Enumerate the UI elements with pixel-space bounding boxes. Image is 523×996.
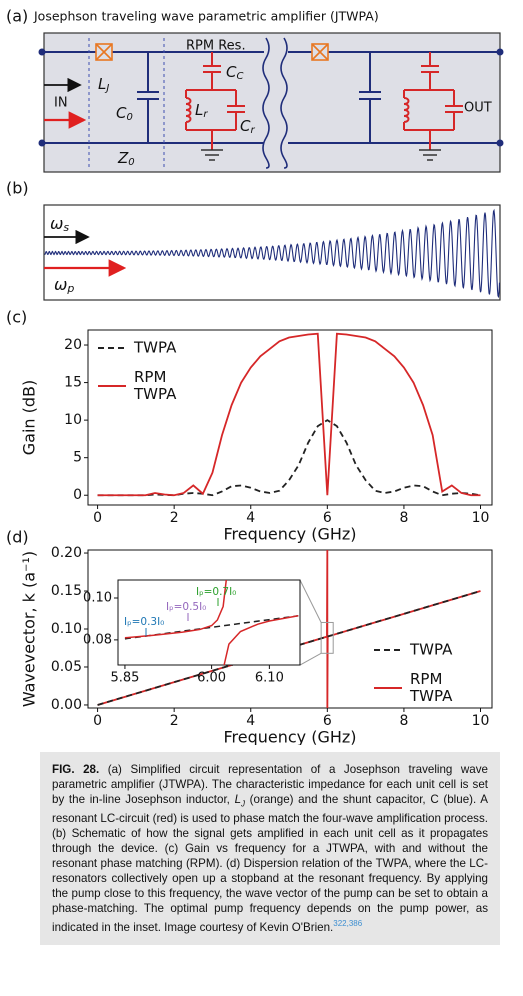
y-tick-label: 10 bbox=[64, 412, 82, 428]
symbol-sub: J bbox=[104, 83, 109, 94]
caption-symbol-sub: J bbox=[241, 799, 246, 809]
y-tick-label: 0.10 bbox=[51, 621, 82, 637]
symbol: C0 bbox=[116, 104, 133, 124]
out-label: OUT bbox=[464, 101, 492, 116]
panel-title: Josephson traveling wave parametric ampl… bbox=[33, 9, 379, 24]
symbol: Lr bbox=[195, 101, 208, 121]
x-tick-label: 10 bbox=[472, 510, 490, 526]
y-tick-label: 0.08 bbox=[83, 632, 112, 647]
y-tick-label: 15 bbox=[64, 375, 82, 391]
caption-symbol: L bbox=[234, 793, 242, 806]
symbol-main: C bbox=[226, 63, 237, 81]
y-axis-label: Gain (dB) bbox=[20, 380, 39, 456]
legend-label: TWPA bbox=[134, 338, 177, 357]
x-tick-label: 6.00 bbox=[197, 671, 226, 686]
caption-text: (orange) and the shunt capacitor, C (blu… bbox=[52, 793, 488, 935]
legend-label: TWPA bbox=[410, 640, 453, 659]
panel-label: (b) bbox=[6, 179, 29, 198]
data-line bbox=[97, 332, 481, 497]
wave bbox=[44, 208, 501, 299]
symbol-main: L bbox=[195, 101, 203, 119]
symbol-main: C bbox=[240, 117, 251, 135]
x-axis-label: Frequency (GHz) bbox=[223, 525, 356, 544]
y-tick-label: 0.10 bbox=[83, 591, 112, 606]
y-tick-label: 0.00 bbox=[51, 697, 82, 713]
symbol-sub: C bbox=[236, 71, 243, 82]
caption-text: (a) Simplified circuit representation of… bbox=[52, 763, 488, 806]
symbol-sub: 0 bbox=[128, 157, 134, 168]
panel-label: (a) bbox=[6, 7, 28, 26]
symbol-sub: s bbox=[63, 221, 69, 234]
x-tick-label: 8 bbox=[399, 510, 408, 526]
data-line bbox=[97, 590, 481, 706]
data-line bbox=[223, 615, 299, 665]
symbol-sub: r bbox=[203, 109, 208, 120]
y-tick-label: 0.15 bbox=[51, 583, 82, 599]
symbol-main: ω bbox=[50, 214, 63, 233]
zoom-connector bbox=[299, 652, 322, 666]
x-tick-label: 6 bbox=[323, 510, 332, 526]
y-tick-label: 0 bbox=[73, 487, 82, 503]
symbol: ωp bbox=[54, 275, 74, 296]
inset-plot-area bbox=[124, 580, 299, 665]
x-tick-label: 5.85 bbox=[110, 671, 139, 686]
y-axis-label: Wavevector, k (a⁻¹) bbox=[20, 551, 39, 707]
data-line bbox=[124, 580, 228, 639]
symbol: CC bbox=[226, 63, 243, 83]
caption-label: FIG. 28. bbox=[52, 763, 100, 776]
legend-label: RPM TWPA bbox=[410, 670, 453, 705]
circuit bbox=[38, 32, 504, 173]
data-line bbox=[124, 615, 299, 640]
symbol-sub: r bbox=[250, 125, 255, 136]
caption: FIG. 28. (a) Simplified circuit represen… bbox=[40, 752, 500, 946]
rpm-label: RPM Res. bbox=[186, 39, 246, 54]
symbol-sub: 0 bbox=[126, 112, 132, 123]
caption-refs: 322,386 bbox=[333, 919, 363, 929]
figure: (a) Josephson traveling wave parametric … bbox=[6, 7, 504, 746]
inset-annotation: Iₚ=0.5I₀ bbox=[166, 601, 206, 613]
x-tick-label: 6 bbox=[323, 713, 332, 729]
x-tick-label: 2 bbox=[170, 510, 179, 526]
in-label: IN bbox=[54, 96, 68, 111]
plot-area bbox=[97, 332, 481, 497]
x-tick-label: 4 bbox=[246, 713, 255, 729]
x-tick-label: 2 bbox=[170, 713, 179, 729]
x-tick-label: 0 bbox=[93, 510, 102, 526]
y-tick-label: 0.05 bbox=[51, 659, 82, 675]
x-tick-label: 10 bbox=[472, 713, 490, 729]
x-tick-label: 6.10 bbox=[255, 671, 284, 686]
plot-frame bbox=[117, 579, 301, 666]
symbol-main: Z bbox=[117, 149, 129, 167]
y-tick-label: 20 bbox=[64, 337, 82, 353]
symbol-main: ω bbox=[54, 275, 67, 294]
panel-label: (c) bbox=[6, 308, 27, 327]
x-tick-label: 8 bbox=[399, 713, 408, 729]
symbol-sub: p bbox=[66, 282, 74, 295]
y-tick-label: 5 bbox=[73, 450, 82, 466]
x-tick-label: 4 bbox=[246, 510, 255, 526]
symbol: Z0 bbox=[117, 149, 135, 169]
legend-label: RPM TWPA bbox=[134, 368, 177, 403]
symbol: LJ bbox=[98, 75, 109, 95]
x-axis-label: Frequency (GHz) bbox=[223, 728, 356, 746]
x-tick-label: 0 bbox=[93, 713, 102, 729]
symbol-main: L bbox=[98, 75, 106, 93]
y-tick-label: 0.20 bbox=[51, 545, 82, 561]
panel-label: (d) bbox=[6, 528, 29, 547]
inset-annotation: Iₚ=0.7I₀ bbox=[196, 586, 236, 598]
plot-frame bbox=[87, 329, 493, 506]
symbol: ωs bbox=[50, 214, 69, 235]
symbol-main: C bbox=[116, 104, 127, 122]
zoom-box bbox=[320, 621, 334, 654]
zoom-connector bbox=[299, 579, 322, 623]
symbol: Cr bbox=[240, 117, 255, 137]
inset-annotation: Iₚ=0.3I₀ bbox=[124, 616, 164, 628]
